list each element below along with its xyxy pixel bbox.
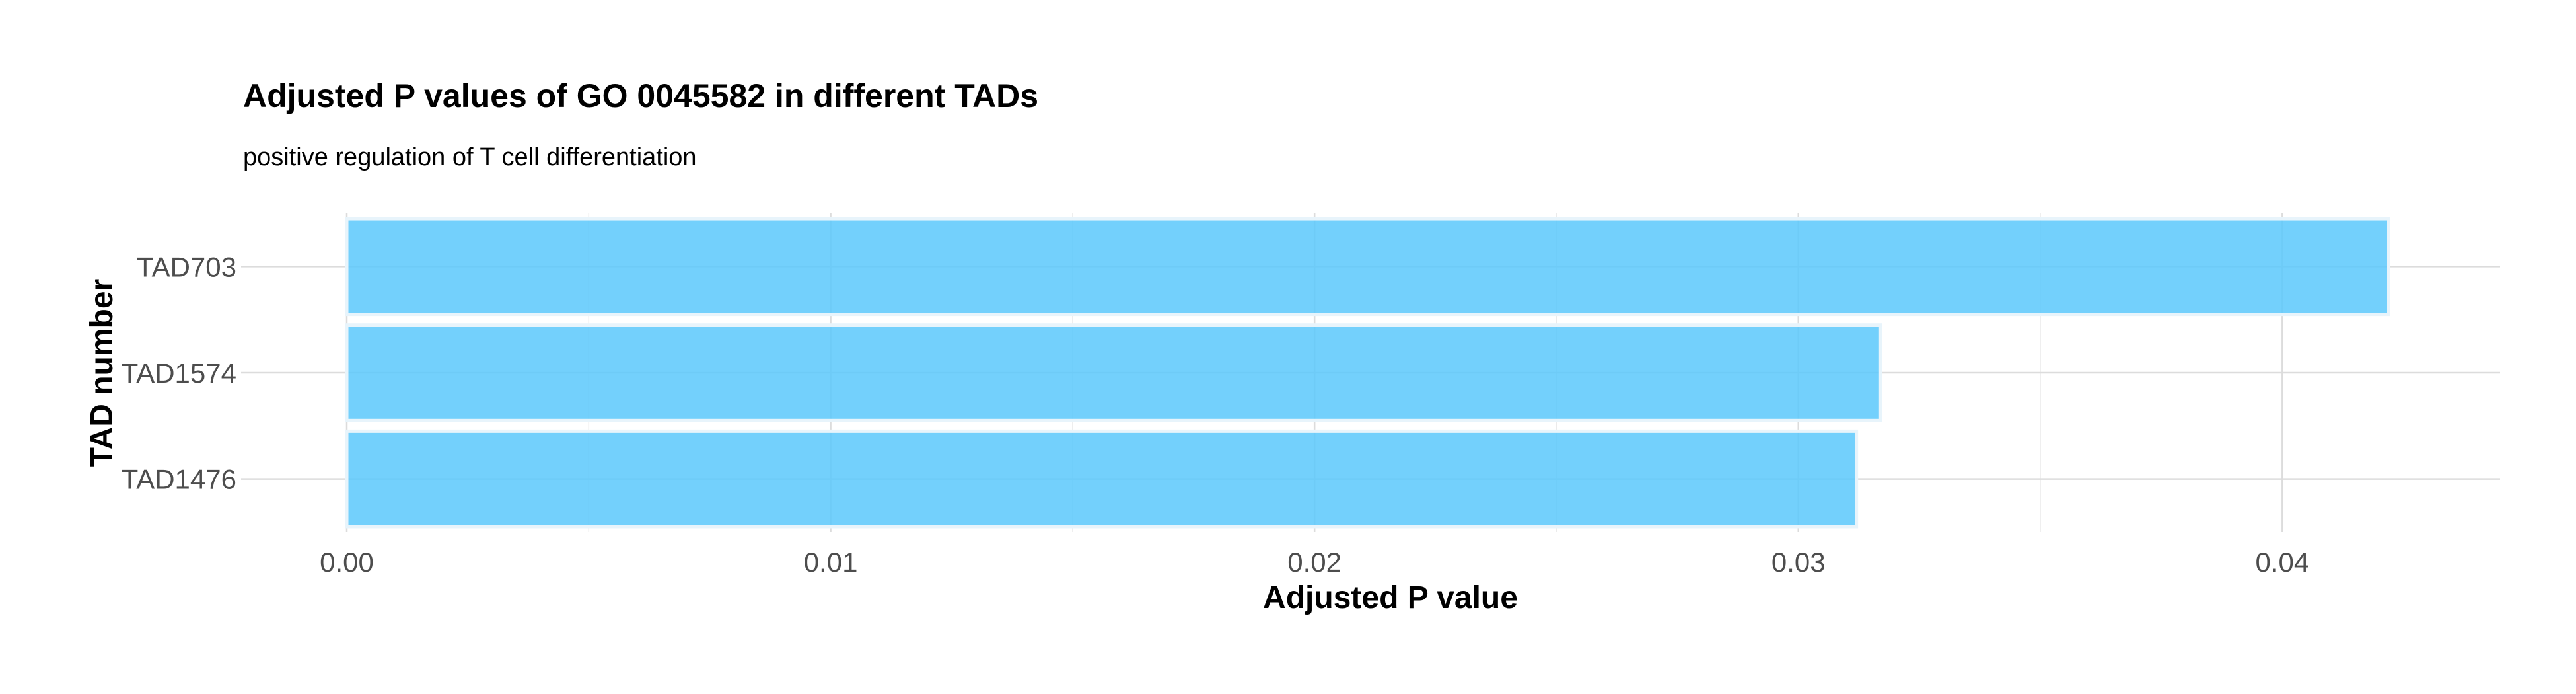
y-tick-label: TAD703 (137, 251, 236, 282)
x-tick-label: 0.04 (2255, 547, 2309, 578)
chart-title: Adjusted P values of GO 0045582 in diffe… (243, 77, 1038, 114)
y-tick-label: TAD1476 (122, 464, 236, 495)
bar-tad703 (345, 217, 2391, 317)
x-tick-label: 0.00 (320, 547, 374, 578)
x-tick-label: 0.01 (804, 547, 858, 578)
chart-subtitle: positive regulation of T cell differenti… (243, 143, 697, 171)
x-axis-title: Adjusted P value (1263, 580, 1518, 615)
x-tick-label: 0.02 (1287, 547, 1342, 578)
y-axis-title: TAD number (85, 279, 120, 467)
ticks-layer: 0.00 0.01 0.02 0.03 0.04 TAD703 TAD1574 TAD1476 (122, 251, 2310, 578)
y-tick-label: TAD1574 (122, 358, 236, 389)
x-tick-label: 0.03 (1771, 547, 1826, 578)
bar-tad1476 (345, 429, 1859, 529)
bars-layer (345, 217, 2391, 529)
bar-tad1574 (345, 323, 1882, 422)
